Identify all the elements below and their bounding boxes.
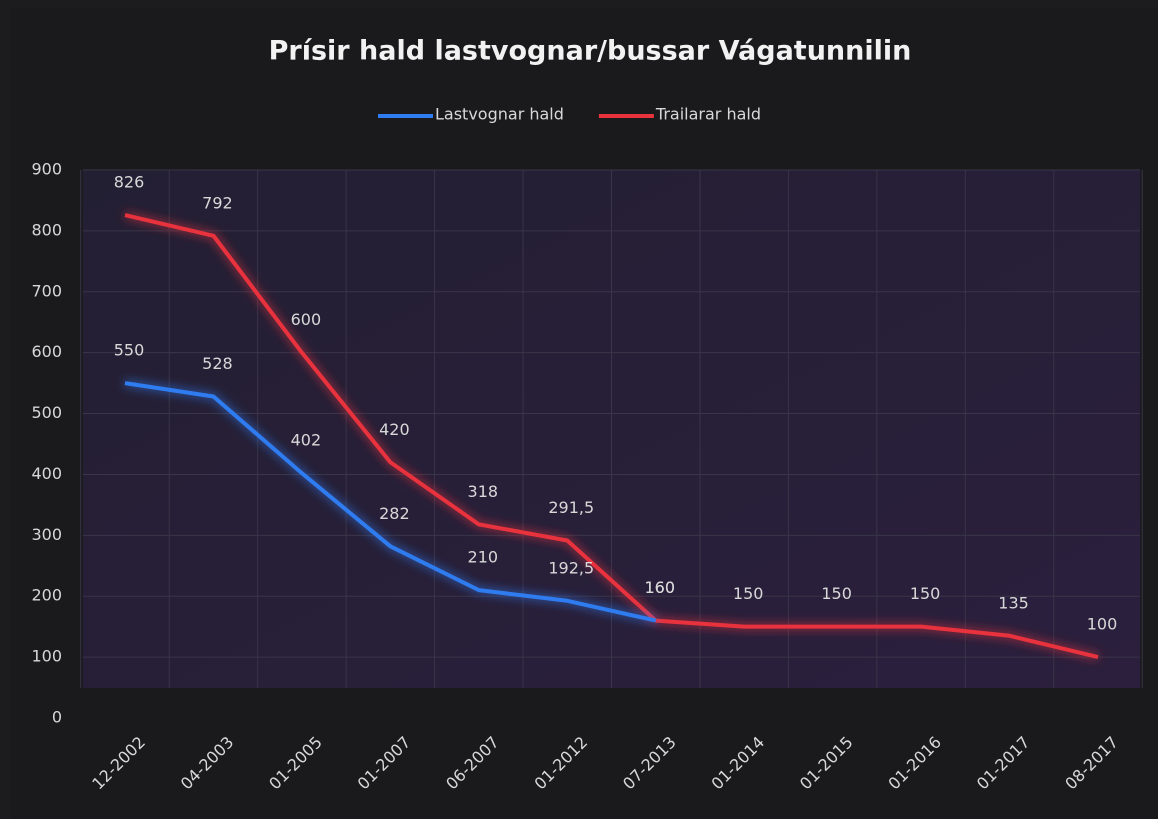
data-label: 135	[998, 593, 1029, 612]
data-label: 210	[468, 548, 499, 567]
y-tick-label: 400	[31, 464, 62, 483]
data-label: 826	[114, 173, 145, 192]
y-tick-label: 500	[31, 403, 62, 422]
data-label: 550	[114, 341, 145, 360]
data-label: 150	[821, 584, 852, 603]
data-label: 420	[379, 420, 410, 439]
data-label: 600	[291, 310, 322, 329]
data-label: 528	[202, 354, 233, 373]
data-label: 291,5	[548, 498, 594, 517]
legend-label: Lastvognar hald	[435, 105, 564, 124]
y-tick-label: 300	[31, 525, 62, 544]
y-tick-label: 900	[31, 160, 62, 179]
legend-label: Trailarar hald	[655, 105, 761, 124]
chart-title: Prísir hald lastvognar/bussar Vágatunnil…	[269, 36, 912, 67]
series-line	[124, 213, 1099, 660]
data-label: 792	[202, 193, 233, 212]
data-label: 150	[733, 584, 764, 603]
y-tick-label: 200	[31, 586, 62, 605]
data-label: 160	[644, 578, 675, 597]
data-label: 318	[468, 482, 499, 501]
y-tick-label: 100	[31, 647, 62, 666]
y-tick-label: 600	[31, 342, 62, 361]
data-label: 192,5	[548, 558, 594, 577]
y-tick-label: 800	[31, 220, 62, 239]
data-label: 160	[644, 578, 675, 597]
data-label: 150	[910, 584, 941, 603]
y-tick-label: 700	[31, 281, 62, 300]
series-line	[124, 381, 657, 623]
data-label: 402	[291, 431, 322, 450]
data-label: 100	[1087, 615, 1118, 634]
y-tick-label: 0	[52, 708, 62, 727]
data-label: 282	[379, 504, 410, 523]
